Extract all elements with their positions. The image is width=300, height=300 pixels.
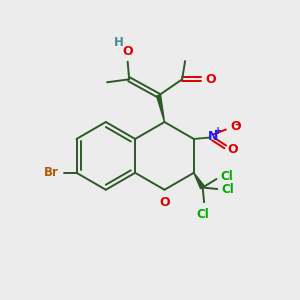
Text: O: O (230, 120, 241, 134)
Text: Cl: Cl (222, 182, 235, 196)
Polygon shape (194, 173, 205, 189)
Text: Cl: Cl (196, 208, 209, 221)
Text: H: H (114, 36, 124, 49)
Text: O: O (228, 143, 238, 156)
Text: O: O (205, 73, 216, 86)
Text: Br: Br (44, 166, 59, 179)
Text: O: O (122, 45, 133, 58)
Polygon shape (157, 95, 164, 122)
Text: Cl: Cl (220, 170, 233, 183)
Text: O: O (159, 196, 170, 209)
Text: +: + (214, 126, 222, 136)
Text: N: N (208, 130, 218, 142)
Text: -: - (234, 120, 239, 130)
